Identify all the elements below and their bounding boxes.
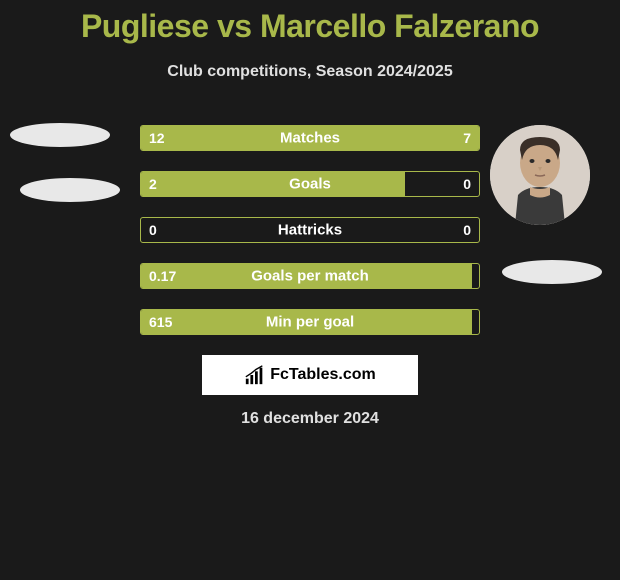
- stat-bar-right: [354, 126, 479, 150]
- stat-value-left: 0.17: [149, 268, 176, 284]
- brand-text: FcTables.com: [270, 366, 376, 384]
- stat-row-goals: 2 Goals 0: [140, 171, 480, 197]
- stat-row-goals-per-match: 0.17 Goals per match: [140, 263, 480, 289]
- stat-label: Hattricks: [278, 222, 342, 239]
- stat-bar-left: [141, 172, 405, 196]
- date-text: 16 december 2024: [241, 410, 379, 428]
- stats-container: 12 Matches 7 2 Goals 0 0 Hattricks 0 0.1…: [140, 125, 480, 355]
- stat-value-right: 7: [463, 130, 471, 146]
- avatar-right-placeholder: [502, 260, 602, 284]
- avatar-left-placeholder-1: [10, 123, 110, 147]
- stat-value-left: 2: [149, 176, 157, 192]
- stat-value-left: 615: [149, 314, 172, 330]
- player-photo-icon: [490, 125, 590, 225]
- stat-label: Goals: [289, 176, 331, 193]
- avatar-right: [490, 125, 590, 225]
- chart-icon: [244, 364, 266, 386]
- stat-row-hattricks: 0 Hattricks 0: [140, 217, 480, 243]
- stat-label: Matches: [280, 130, 340, 147]
- brand-box[interactable]: FcTables.com: [202, 355, 418, 395]
- stat-row-min-per-goal: 615 Min per goal: [140, 309, 480, 335]
- stat-value-right: 0: [463, 222, 471, 238]
- stat-label: Min per goal: [266, 314, 354, 331]
- stat-value-left: 0: [149, 222, 157, 238]
- stat-value-right: 0: [463, 176, 471, 192]
- stat-label: Goals per match: [251, 268, 369, 285]
- subtitle: Club competitions, Season 2024/2025: [0, 63, 620, 81]
- stat-row-matches: 12 Matches 7: [140, 125, 480, 151]
- comparison-title: Pugliese vs Marcello Falzerano: [0, 0, 620, 45]
- stat-value-left: 12: [149, 130, 165, 146]
- avatar-left-placeholder-2: [20, 178, 120, 202]
